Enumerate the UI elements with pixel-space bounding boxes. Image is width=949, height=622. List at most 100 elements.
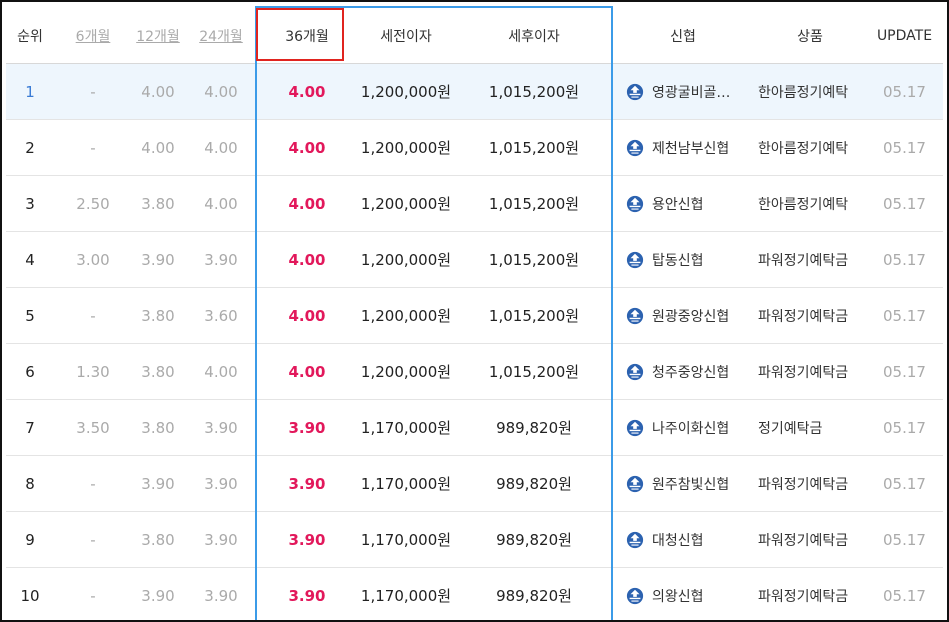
product-name: 파워정기예탁금: [758, 364, 849, 381]
table-row[interactable]: 6 1.30 3.80 4.00 4.00 1,200,000원 1,015,2…: [6, 344, 943, 400]
bank-cell[interactable]: 제천남부신협: [612, 120, 754, 175]
bank-name: 청주중앙신협: [652, 364, 730, 381]
shinhyup-logo-icon: [626, 363, 644, 380]
rate-36-month: 3.90: [288, 586, 326, 605]
rank-cell: 8: [25, 474, 35, 493]
header-product: 상품: [797, 28, 823, 45]
rank-cell: 3: [25, 194, 35, 213]
product-cell[interactable]: 파워정기예탁금: [754, 568, 866, 620]
aftertax-interest: 1,015,200원: [488, 307, 580, 325]
rate-36-month: 3.90: [288, 474, 326, 493]
rate-6-month: -: [90, 82, 96, 101]
pretax-interest: 1,200,000원: [360, 307, 452, 325]
rate-6-month: -: [90, 586, 96, 605]
product-cell[interactable]: 파워정기예탁금: [754, 232, 866, 287]
bank-name: 탑동신협: [652, 252, 704, 269]
rate-24-month: 4.00: [204, 82, 238, 101]
rate-36-month: 3.90: [288, 418, 326, 437]
rank-cell: 1: [25, 82, 35, 101]
product-name: 파워정기예탁금: [758, 308, 849, 325]
bank-cell[interactable]: 용안신협: [612, 176, 754, 231]
header-12-month-sort[interactable]: 12개월: [136, 28, 180, 45]
bank-cell[interactable]: 탑동신협: [612, 232, 754, 287]
aftertax-interest: 989,820원: [496, 587, 572, 605]
rate-24-month: 4.00: [204, 194, 238, 213]
rate-6-month: -: [90, 138, 96, 157]
update-date: 05.17: [883, 474, 926, 493]
rate-12-month: 3.80: [141, 306, 175, 325]
bank-cell[interactable]: 대청신협: [612, 512, 754, 567]
product-name: 파워정기예탁금: [758, 476, 849, 493]
product-cell[interactable]: 한아름정기예탁: [754, 176, 866, 231]
product-name: 한아름정기예탁: [758, 84, 849, 101]
bank-cell[interactable]: 영광굴비골…: [612, 64, 754, 119]
rate-12-month: 3.80: [141, 362, 175, 381]
rate-36-month: 4.00: [288, 138, 326, 157]
aftertax-interest: 989,820원: [496, 531, 572, 549]
pretax-interest: 1,170,000원: [360, 419, 452, 437]
aftertax-interest: 1,015,200원: [488, 139, 580, 157]
shinhyup-logo-icon: [626, 195, 644, 212]
bank-cell[interactable]: 나주이화신협: [612, 400, 754, 455]
rank-cell: 2: [25, 138, 35, 157]
rate-12-month: 4.00: [141, 82, 175, 101]
product-cell[interactable]: 파워정기예탁금: [754, 288, 866, 343]
update-date: 05.17: [883, 194, 926, 213]
bank-cell[interactable]: 의왕신협: [612, 568, 754, 620]
pretax-interest: 1,170,000원: [360, 587, 452, 605]
table-row[interactable]: 1 - 4.00 4.00 4.00 1,200,000원 1,015,200원…: [6, 64, 943, 120]
table-row[interactable]: 8 - 3.90 3.90 3.90 1,170,000원 989,820원 원…: [6, 456, 943, 512]
aftertax-interest: 1,015,200원: [488, 251, 580, 269]
rate-12-month: 3.80: [141, 194, 175, 213]
table-row[interactable]: 4 3.00 3.90 3.90 4.00 1,200,000원 1,015,2…: [6, 232, 943, 288]
shinhyup-logo-icon: [626, 83, 644, 100]
pretax-interest: 1,200,000원: [360, 195, 452, 213]
rate-12-month: 3.90: [141, 474, 175, 493]
rate-36-month: 4.00: [288, 194, 326, 213]
rank-cell: 7: [25, 418, 35, 437]
product-cell[interactable]: 파워정기예탁금: [754, 456, 866, 511]
bank-name: 용안신협: [652, 196, 704, 213]
table-row[interactable]: 3 2.50 3.80 4.00 4.00 1,200,000원 1,015,2…: [6, 176, 943, 232]
table-row[interactable]: 2 - 4.00 4.00 4.00 1,200,000원 1,015,200원…: [6, 120, 943, 176]
highlight-box-36-month: [256, 8, 344, 61]
bank-name: 나주이화신협: [652, 420, 730, 437]
bank-name: 원주참빛신협: [652, 476, 730, 493]
rate-24-month: 3.90: [204, 474, 238, 493]
rate-24-month: 4.00: [204, 138, 238, 157]
table-row[interactable]: 10 - 3.90 3.90 3.90 1,170,000원 989,820원 …: [6, 568, 943, 620]
header-rank: 순위: [17, 28, 43, 45]
rate-36-month: 3.90: [288, 530, 326, 549]
product-cell[interactable]: 파워정기예탁금: [754, 512, 866, 567]
selected-column-right-border: [611, 6, 613, 620]
bank-cell[interactable]: 원주참빛신협: [612, 456, 754, 511]
table-row[interactable]: 7 3.50 3.80 3.90 3.90 1,170,000원 989,820…: [6, 400, 943, 456]
product-name: 파워정기예탁금: [758, 588, 849, 605]
table-row[interactable]: 9 - 3.80 3.90 3.90 1,170,000원 989,820원 대…: [6, 512, 943, 568]
rate-12-month: 3.90: [141, 250, 175, 269]
aftertax-interest: 989,820원: [496, 419, 572, 437]
header-24-month-sort[interactable]: 24개월: [199, 28, 243, 45]
rate-24-month: 3.90: [204, 586, 238, 605]
pretax-interest: 1,200,000원: [360, 83, 452, 101]
shinhyup-logo-icon: [626, 251, 644, 268]
rate-12-month: 3.80: [141, 418, 175, 437]
header-update: UPDATE: [876, 27, 933, 44]
bank-cell[interactable]: 청주중앙신협: [612, 344, 754, 399]
header-36-month-sort[interactable]: 36개월: [285, 28, 329, 45]
table-row[interactable]: 5 - 3.80 3.60 4.00 1,200,000원 1,015,200원…: [6, 288, 943, 344]
rate-6-month: 1.30: [76, 362, 110, 381]
product-cell[interactable]: 정기예탁금: [754, 400, 866, 455]
product-name: 파워정기예탁금: [758, 252, 849, 269]
shinhyup-logo-icon: [626, 531, 644, 548]
rate-24-month: 3.90: [204, 250, 238, 269]
product-cell[interactable]: 한아름정기예탁: [754, 120, 866, 175]
rate-12-month: 3.90: [141, 586, 175, 605]
aftertax-interest: 1,015,200원: [488, 195, 580, 213]
product-cell[interactable]: 파워정기예탁금: [754, 344, 866, 399]
shinhyup-logo-icon: [626, 475, 644, 492]
product-cell[interactable]: 한아름정기예탁: [754, 64, 866, 119]
product-name: 파워정기예탁금: [758, 532, 849, 549]
bank-cell[interactable]: 원광중앙신협: [612, 288, 754, 343]
header-6-month-sort[interactable]: 6개월: [75, 28, 111, 45]
